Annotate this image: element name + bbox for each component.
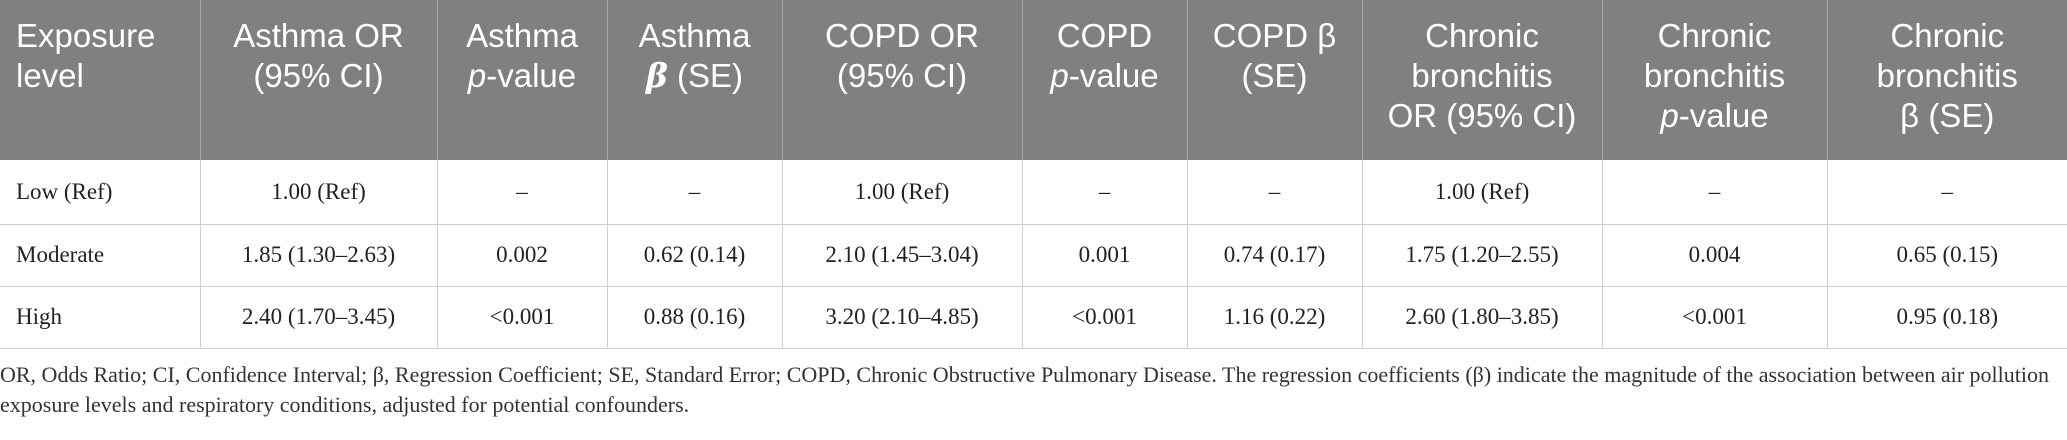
table-cell: 3.20 (2.10–4.85) <box>782 286 1023 349</box>
results-table: Exposure level Asthma OR (95% CI) Asthma… <box>0 0 2067 349</box>
table-cell: 1.75 (1.20–2.55) <box>1362 224 1603 287</box>
table-cell: 0.74 (0.17) <box>1187 224 1363 287</box>
table-cell: 0.001 <box>1022 224 1188 287</box>
table-footnote: OR, Odds Ratio; CI, Confidence Interval;… <box>0 362 2049 417</box>
table-row-low: Low (Ref) 1.00 (Ref) – – 1.00 (Ref) – – … <box>0 160 2067 225</box>
table-cell: 0.95 (0.18) <box>1827 286 2067 349</box>
table-cell: 1.00 (Ref) <box>200 160 438 225</box>
table-cell: <0.001 <box>1602 286 1828 349</box>
table-cell: 1.85 (1.30–2.63) <box>200 224 438 287</box>
results-table-container: Exposure level Asthma OR (95% CI) Asthma… <box>0 0 2067 349</box>
header-copd-or: COPD OR (95% CI) <box>782 0 1023 160</box>
row-label: Low (Ref) <box>0 160 201 225</box>
header-row: Exposure level Asthma OR (95% CI) Asthma… <box>0 0 2067 160</box>
table-cell: – <box>1602 160 1828 225</box>
table-row-high: High 2.40 (1.70–3.45) <0.001 0.88 (0.16)… <box>0 286 2067 349</box>
header-chronic-bronchitis-or: Chronic bronchitis OR (95% CI) <box>1362 0 1603 160</box>
table-cell: – <box>437 160 608 225</box>
header-asthma-p-value: Asthma p-value <box>437 0 608 160</box>
header-chronic-bronchitis-p-value: Chronic bronchitis p-value <box>1602 0 1828 160</box>
table-cell: 2.10 (1.45–3.04) <box>782 224 1023 287</box>
table-cell: 1.16 (0.22) <box>1187 286 1363 349</box>
table-cell: 2.40 (1.70–3.45) <box>200 286 438 349</box>
table-cell: <0.001 <box>437 286 608 349</box>
row-label: Moderate <box>0 224 201 287</box>
table-cell: 0.004 <box>1602 224 1828 287</box>
table-cell: – <box>607 160 783 225</box>
table-cell: 2.60 (1.80–3.85) <box>1362 286 1603 349</box>
table-cell: 1.00 (Ref) <box>1362 160 1603 225</box>
table-cell: – <box>1827 160 2067 225</box>
row-label: High <box>0 286 201 349</box>
table-cell: 0.65 (0.15) <box>1827 224 2067 287</box>
table-row-moderate: Moderate 1.85 (1.30–2.63) 0.002 0.62 (0.… <box>0 224 2067 287</box>
header-copd-p-value: COPD p-value <box>1022 0 1188 160</box>
header-asthma-or: Asthma OR (95% CI) <box>200 0 438 160</box>
header-copd-beta: COPD β (SE) <box>1187 0 1363 160</box>
table-cell: 0.88 (0.16) <box>607 286 783 349</box>
table-cell: 0.62 (0.14) <box>607 224 783 287</box>
table-cell: 1.00 (Ref) <box>782 160 1023 225</box>
header-asthma-beta: Asthma β (SE) <box>607 0 783 160</box>
table-cell: – <box>1022 160 1188 225</box>
header-chronic-bronchitis-beta: Chronic bronchitis β (SE) <box>1827 0 2067 160</box>
header-exposure-level: Exposure level <box>0 0 201 160</box>
table-cell: 0.002 <box>437 224 608 287</box>
table-cell: <0.001 <box>1022 286 1188 349</box>
table-cell: – <box>1187 160 1363 225</box>
